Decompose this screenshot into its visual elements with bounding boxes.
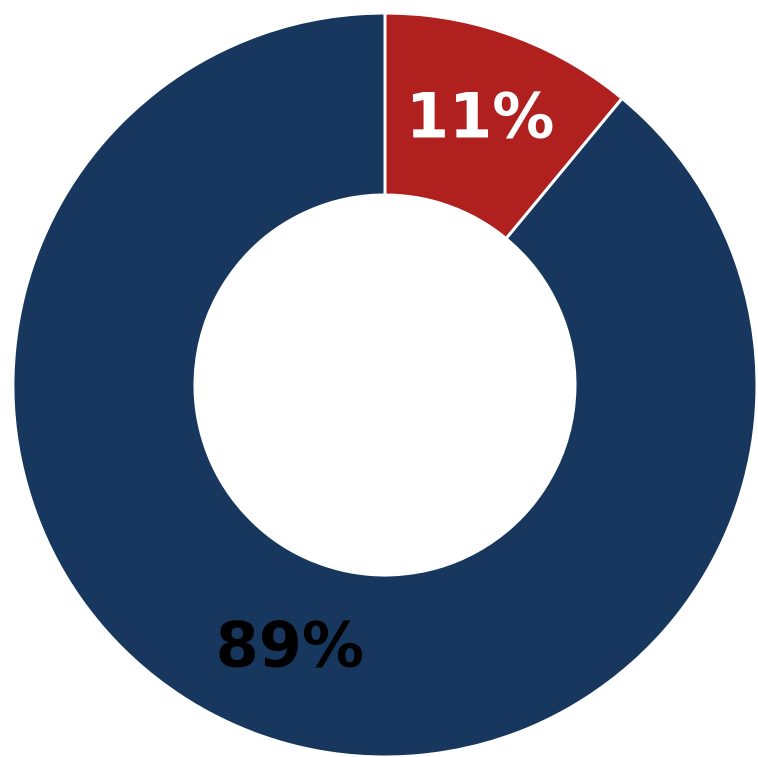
value-label: 11% xyxy=(406,80,554,153)
value-label: 89% xyxy=(216,608,364,681)
donut-slice xyxy=(11,11,758,757)
